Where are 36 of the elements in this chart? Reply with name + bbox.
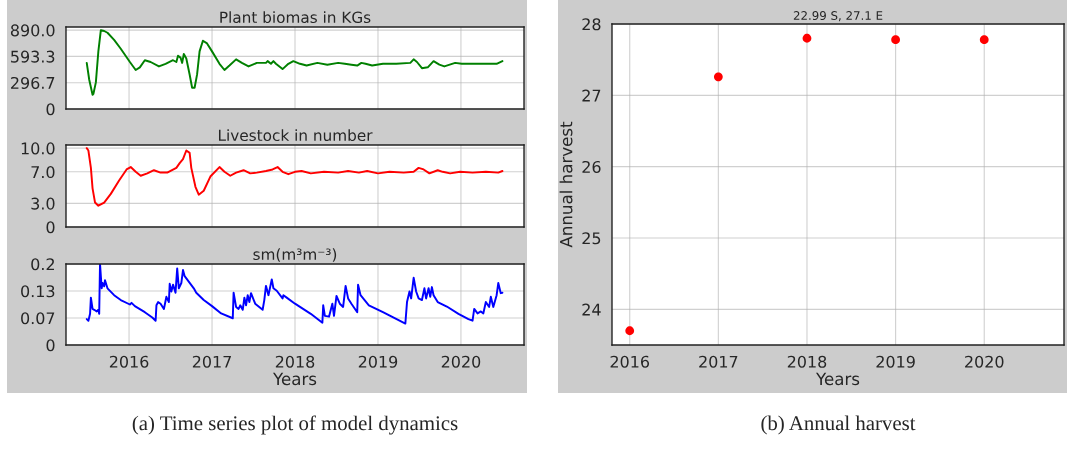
y-tick-label: 27 — [582, 89, 601, 102]
x-tick-label: 2020 — [965, 355, 1004, 368]
x-tick-label: 2018 — [275, 355, 315, 368]
y-tick-label: 296.7 — [11, 76, 55, 89]
text: (b) Annual harvest — [761, 415, 916, 435]
y-tick-label: 26 — [582, 160, 601, 173]
x-tick-label: 2019 — [358, 355, 398, 368]
y-tick-label: 0 — [46, 221, 55, 234]
y-tick-label: 0 — [46, 103, 55, 116]
y-axis-title: Annual harvest — [559, 121, 573, 248]
x-tick-label: 2019 — [876, 355, 915, 368]
chart-title: 22.99 S, 27.1 E — [793, 11, 883, 22]
chart-title: sm(m³m⁻³) — [253, 248, 337, 262]
y-tick-label: 25 — [582, 232, 601, 245]
x-tick-label: 2016 — [109, 355, 149, 368]
x-tick-label: 2016 — [610, 355, 650, 368]
x-tick-label: 2018 — [787, 355, 827, 368]
chart-title: Plant biomas in KGs — [220, 11, 371, 24]
x-axis-title: Years — [272, 372, 317, 386]
y-tick-label: 3.0 — [31, 197, 55, 210]
y-tick-label: 0.2 — [31, 258, 54, 271]
y-tick-label: 28 — [582, 18, 601, 31]
y-tick-label: 7.0 — [31, 166, 55, 179]
x-tick-label: 2017 — [192, 355, 231, 368]
y-tick-label: 0.07 — [21, 312, 55, 325]
y-tick-label: 890.0 — [10, 24, 55, 37]
y-tick-label: 593.3 — [11, 50, 55, 63]
text: (a) Time series plot of model dynamics — [132, 415, 458, 435]
y-tick-label: 24 — [582, 303, 601, 316]
y-tick-label: 0 — [46, 339, 55, 352]
y-tick-label: 0.13 — [21, 285, 55, 298]
chart-title: Livestock in number — [219, 129, 373, 142]
x-tick-label: 2017 — [699, 355, 738, 368]
x-axis-title: Years — [815, 372, 860, 386]
y-tick-label: 10.0 — [21, 142, 55, 155]
x-tick-label: 2020 — [441, 355, 481, 368]
